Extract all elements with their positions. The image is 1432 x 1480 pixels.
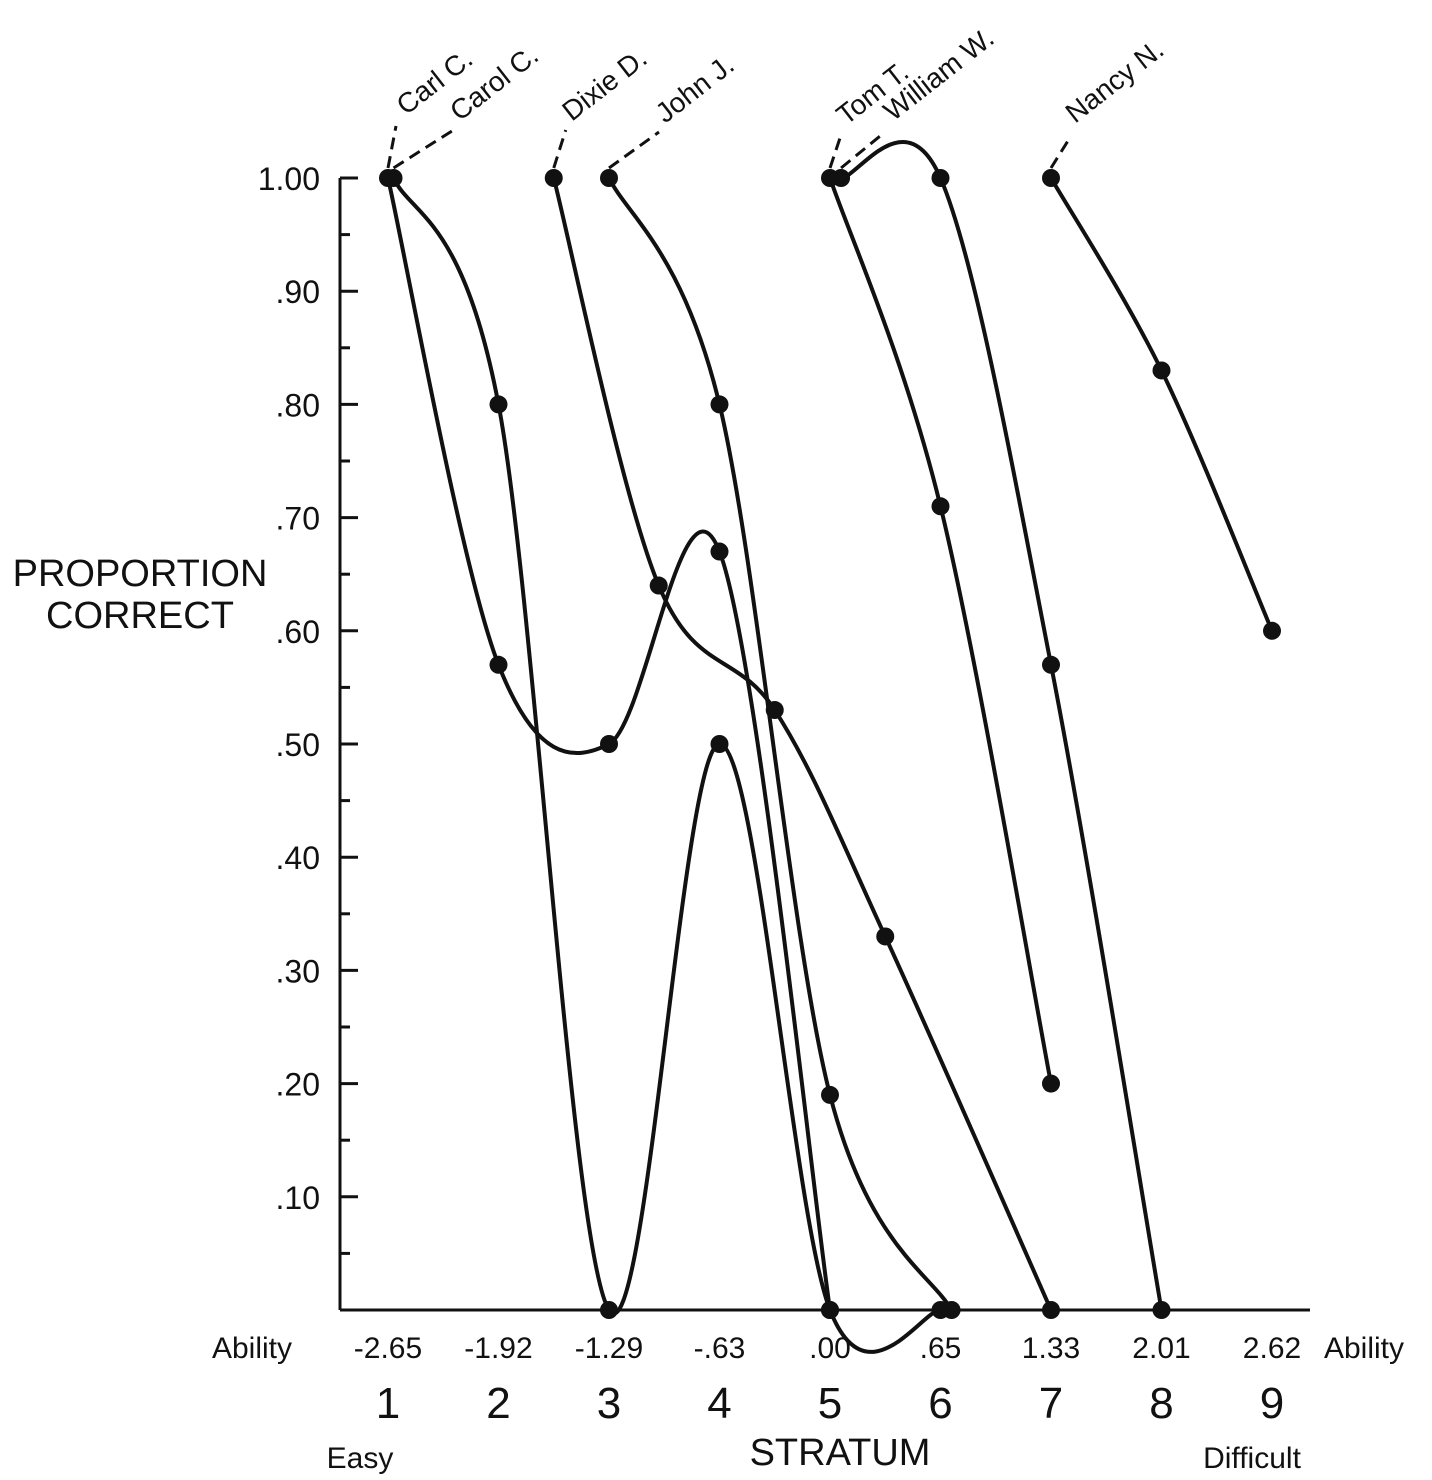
ability-value: .00 — [809, 1332, 851, 1365]
data-point-nancy-n — [1042, 169, 1060, 187]
curve-dixie-d — [551, 176, 1053, 1312]
y-ticks — [340, 176, 358, 1312]
series-name-dixie-d: Dixie D. — [556, 42, 652, 127]
data-point-dixie-d — [876, 927, 895, 946]
leader-nancy-n — [1049, 135, 1073, 169]
curve-carl-c — [386, 176, 832, 1312]
stratum-number: 1 — [376, 1379, 400, 1428]
ability-value: 2.62 — [1243, 1332, 1301, 1365]
y-tick-label: .10 — [276, 1180, 320, 1216]
series-name-nancy-n: Nancy N. — [1060, 33, 1170, 128]
name-leaders — [386, 125, 1073, 170]
y-axis-title-line2: CORRECT — [46, 595, 234, 637]
data-point-dixie-d — [544, 169, 563, 187]
data-point-carl-c — [489, 655, 508, 674]
data-point-john-j — [710, 395, 729, 414]
ability-value: -1.92 — [464, 1332, 532, 1365]
y-tick-label: .50 — [276, 727, 320, 763]
ability-value: 2.01 — [1132, 1332, 1190, 1365]
ability-value: .65 — [920, 1332, 962, 1365]
leader-tom-t — [828, 137, 842, 169]
y-tick-label: .90 — [276, 274, 320, 310]
stratum-number: 9 — [1260, 1379, 1284, 1428]
ability-label-left: Ability — [212, 1332, 292, 1365]
data-point-carol-c — [384, 169, 403, 187]
y-tick-label: .80 — [276, 387, 320, 423]
series-curves — [386, 139, 1274, 1354]
leader-carol-c — [392, 128, 455, 170]
stratum-number: 6 — [928, 1379, 952, 1428]
data-point-carol-c — [821, 1301, 839, 1319]
data-point-tom-t — [931, 497, 950, 516]
ability-value: -2.65 — [354, 1332, 422, 1365]
stratum-number: 8 — [1149, 1379, 1173, 1428]
data-point-john-j — [600, 169, 618, 187]
data-point-william-w — [832, 169, 851, 187]
series-names: Carl C.Carol C. Dixie D.John J. Tom T.Will… — [391, 22, 1170, 131]
x-axis-title: STRATUM — [750, 1432, 931, 1474]
data-point-carol-c — [600, 1301, 618, 1319]
leader-carl-c — [386, 125, 398, 169]
data-point-carl-c — [600, 735, 618, 753]
stratum-number: 4 — [707, 1379, 731, 1428]
y-tick-label: .40 — [276, 840, 320, 876]
ability-value: -.63 — [694, 1332, 746, 1365]
stratum-number: 2 — [486, 1379, 510, 1428]
stratum-labels: 1 2 3 4 5 6 7 8 9 — [376, 1379, 1284, 1428]
stratum-number: 7 — [1039, 1379, 1063, 1428]
data-point-dixie-d — [1042, 1301, 1060, 1319]
data-point-carl-c — [710, 542, 729, 561]
data-point-carol-c — [710, 735, 729, 753]
curve-tom-t — [828, 176, 1053, 1086]
ability-value: 1.33 — [1022, 1332, 1080, 1365]
data-point-nancy-n — [1152, 361, 1171, 380]
y-tick-labels: 1.00 .90 .80 .70 .60 .50 .40 .30 .20 .10 — [258, 161, 320, 1216]
data-point-john-j — [821, 1085, 839, 1104]
ability-label-right: Ability — [1324, 1332, 1404, 1365]
y-tick-label: .20 — [276, 1067, 320, 1103]
easy-label: Easy — [327, 1442, 394, 1475]
series-name-john-j: John J. — [650, 49, 740, 129]
y-axis-title-line1: PROPORTION — [13, 553, 268, 595]
y-tick-label: .60 — [276, 614, 320, 650]
data-point-dixie-d — [765, 701, 784, 720]
difficult-label: Difficult — [1203, 1442, 1301, 1475]
leader-william-w — [840, 130, 886, 170]
stratum-number: 5 — [818, 1379, 842, 1428]
data-point-tom-t — [1042, 1074, 1060, 1093]
stratum-number: 3 — [597, 1379, 621, 1428]
data-point-william-w — [1042, 655, 1060, 674]
leader-dixie-d — [552, 129, 568, 169]
y-tick-label: .30 — [276, 953, 320, 989]
data-point-william-w — [1152, 1301, 1171, 1319]
data-point-william-w — [931, 169, 950, 187]
curve-william-w — [839, 139, 1164, 1312]
data-point-john-j — [942, 1301, 961, 1319]
data-point-carol-c — [489, 395, 508, 414]
ability-value: -1.29 — [575, 1332, 643, 1365]
y-tick-label: 1.00 — [258, 161, 320, 197]
data-point-dixie-d — [649, 576, 668, 595]
ability-labels: -2.65 -1.92 -1.29 -.63 .00 .65 1.33 2.01 2.62 — [354, 1332, 1301, 1365]
curve-john-j — [607, 176, 954, 1312]
curve-carol-c — [391, 176, 943, 1354]
leader-john-j — [608, 130, 660, 170]
y-tick-label: .70 — [276, 501, 320, 537]
data-point-nancy-n — [1263, 621, 1281, 640]
curve-nancy-n — [1049, 176, 1274, 633]
data-points — [379, 169, 1281, 1319]
